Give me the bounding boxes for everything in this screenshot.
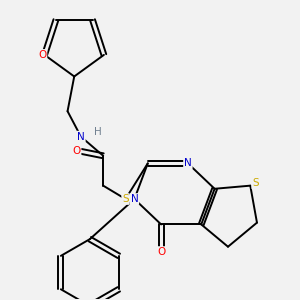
Text: H: H <box>94 127 102 137</box>
Text: O: O <box>38 50 46 60</box>
Text: O: O <box>157 247 165 257</box>
Text: S: S <box>122 194 129 204</box>
Text: N: N <box>130 194 138 204</box>
Text: S: S <box>252 178 259 188</box>
Text: N: N <box>184 158 192 168</box>
Text: N: N <box>77 132 85 142</box>
Text: O: O <box>72 146 81 156</box>
